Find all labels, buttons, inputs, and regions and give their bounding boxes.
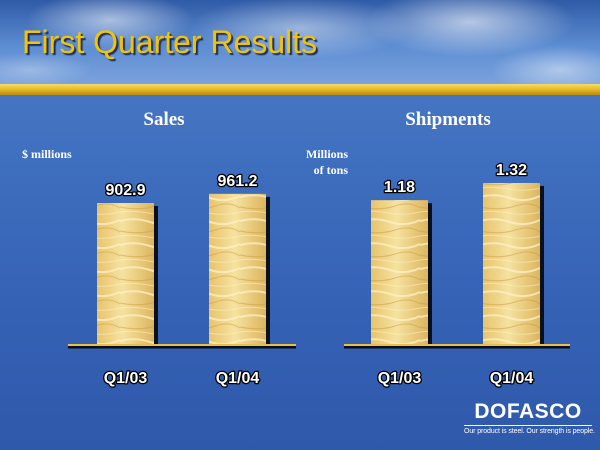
x-tick-label: Q1/03 [104,370,148,387]
bar-texture [97,203,154,345]
results-charts: Sales$ millions902.9Q1/03961.2Q1/04Shipm… [22,109,570,388]
gold-divider [0,84,600,95]
x-tick-label: Q1/04 [490,370,534,387]
data-label: 1.32 [496,162,527,179]
y-axis-label: Millions [306,147,348,161]
x-tick-label: Q1/04 [216,370,260,387]
slide-title: First Quarter Results [22,24,318,60]
x-tick-label: Q1/03 [378,370,422,387]
data-label: 902.9 [105,182,145,199]
chart-panel-1: Sales $ millions 902.9 Q1/03 961.2 Q1/04 [22,109,296,388]
chart-panel-2: Shipments Millions of tons 1.18 Q1/03 1.32 Q1/… [306,109,570,388]
data-label: 1.18 [384,179,415,196]
data-label: 961.2 [217,173,257,190]
y-axis-label: $ millions [22,147,72,161]
bar-texture [483,182,540,345]
y-axis-label: of tons [314,163,349,177]
bar-texture [371,200,428,345]
chart-title: Sales [143,109,184,130]
bar-texture [209,193,266,345]
sky-header: First Quarter Results [0,0,600,84]
dofasco-logo: DOFASCO Our product is steel. Our streng… [464,400,595,435]
logo-wordmark: DOFASCO [474,400,582,423]
chart-title: Shipments [405,109,491,130]
logo-rule [464,425,592,426]
logo-tagline: Our product is steel. Our strength is pe… [464,428,595,435]
